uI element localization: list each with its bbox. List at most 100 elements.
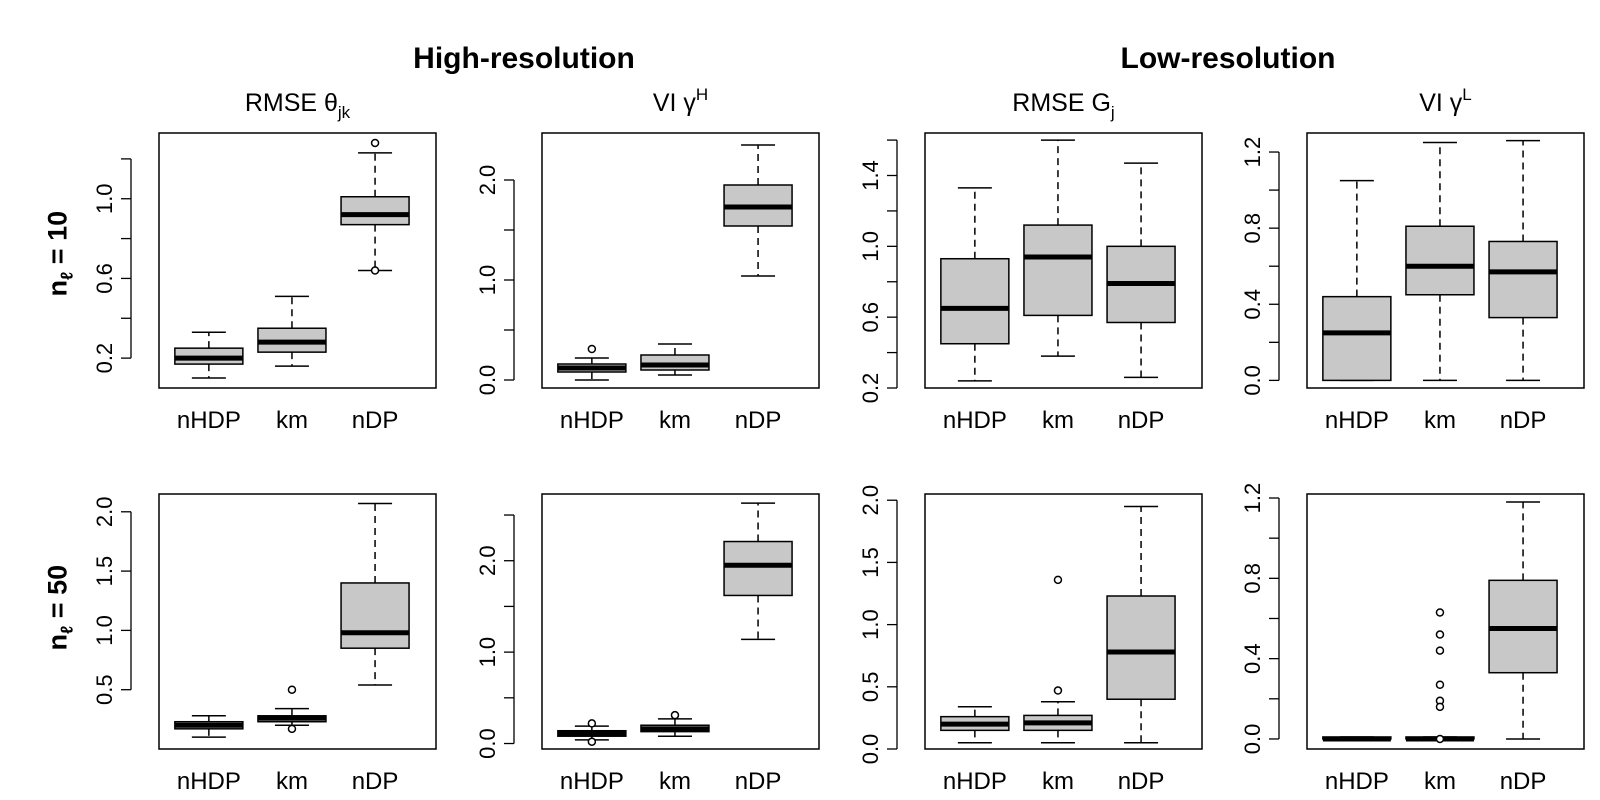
- box-nHDP: [940, 705, 1010, 744]
- outlier-point: [1435, 680, 1445, 689]
- panel-title: VI γH: [653, 85, 708, 117]
- outlier-point: [1435, 646, 1445, 655]
- outlier-point: [587, 737, 597, 746]
- box-iqr: [340, 582, 410, 649]
- plot-frame: [541, 493, 820, 750]
- box-nDP: [1488, 139, 1558, 382]
- y-tick-label: 0.2: [92, 343, 117, 374]
- section-title-high-resolution: High-resolution: [413, 42, 635, 75]
- y-tick-label: 2.0: [475, 545, 500, 576]
- boxplot-panel-0-1: VI γH 0.0 1.0 2.0 nHDP km nDP: [475, 85, 820, 434]
- box-nHDP: [174, 331, 244, 379]
- x-category-label: nHDP: [1325, 768, 1389, 795]
- x-category-label: nHDP: [177, 768, 241, 795]
- y-tick-label: 1.0: [858, 609, 883, 640]
- y-tick-label: 1.2: [1240, 137, 1265, 168]
- plot-frame: [158, 493, 437, 750]
- x-category-label: km: [1424, 768, 1456, 795]
- box-nHDP: [174, 715, 244, 738]
- outlier-point: [287, 685, 297, 694]
- y-tick-label: 0.5: [858, 672, 883, 703]
- panel-title-main: RMSE G: [1012, 89, 1111, 117]
- plot-frame: [1306, 493, 1585, 750]
- box-nHDP: [557, 719, 627, 746]
- panel-title-sub: j: [1110, 103, 1115, 122]
- outlier-point: [1053, 686, 1063, 695]
- panel-title: VI γL: [1419, 85, 1472, 117]
- box-nDP: [1488, 501, 1558, 740]
- panel-title-sup: H: [696, 85, 708, 104]
- y-tick-label: 2.0: [475, 165, 500, 196]
- y-tick-label: 0.8: [1240, 563, 1265, 594]
- y-tick-label: 0.6: [92, 263, 117, 294]
- y-tick-label: 1.0: [475, 265, 500, 296]
- x-category-label: km: [659, 407, 691, 434]
- outlier-point: [1053, 575, 1063, 585]
- box-km: [1023, 575, 1093, 744]
- y-tick-label: 1.5: [92, 556, 117, 587]
- box-iqr: [1322, 295, 1392, 382]
- box-nDP: [723, 502, 793, 641]
- outlier-point: [1435, 630, 1445, 639]
- y-tick-label: 1.0: [92, 615, 117, 646]
- x-category-label: nDP: [735, 407, 782, 434]
- y-tick-label: 1.4: [858, 160, 883, 191]
- y-tick-label: 0.6: [858, 302, 883, 333]
- y-tick-label: 0.4: [1240, 289, 1265, 320]
- box-iqr: [1405, 225, 1475, 296]
- y-tick-label: 0.0: [1240, 365, 1265, 396]
- box-nDP: [340, 138, 410, 275]
- y-tick-label: 0.0: [475, 365, 500, 396]
- x-category-label: nHDP: [943, 407, 1007, 434]
- outlier-point: [587, 344, 597, 354]
- box-km: [640, 710, 710, 737]
- box-nDP: [723, 144, 793, 277]
- x-category-label: km: [1042, 407, 1074, 434]
- x-category-label: nDP: [1500, 768, 1547, 795]
- panel-title-main: VI γ: [1419, 89, 1463, 117]
- box-nHDP: [1322, 736, 1392, 742]
- panel-title: RMSE Gj: [1012, 89, 1114, 122]
- boxplot-panel-1-1: 0.0 1.0 2.0 nHDP km nDP: [475, 493, 820, 795]
- plot-frame: [158, 132, 437, 389]
- box-nDP: [1106, 505, 1176, 744]
- boxplot-panel-1-2: 0.0 0.5 1.0 1.5 2.0 nHDP km nDP: [858, 485, 1203, 795]
- box-km: [640, 343, 710, 376]
- panel-title: RMSE θjk: [245, 89, 351, 122]
- box-km: [257, 295, 327, 367]
- x-category-label: nHDP: [560, 407, 624, 434]
- plot-frame: [1306, 132, 1585, 389]
- box-iqr: [723, 540, 793, 597]
- boxplot-panel-0-3: VI γL 0.0 0.4 0.8 1.2 nHDP km nDP: [1240, 85, 1585, 434]
- x-category-label: km: [659, 768, 691, 795]
- x-category-label: nHDP: [1325, 407, 1389, 434]
- y-tick-label: 1.0: [858, 231, 883, 262]
- y-tick-label: 0.2: [858, 373, 883, 404]
- outlier-point: [1435, 702, 1445, 712]
- box-iqr: [340, 196, 410, 226]
- box-km: [1405, 608, 1475, 744]
- plot-frame: [924, 493, 1203, 750]
- panel-title-main: VI γ: [653, 89, 697, 117]
- boxplot-panel-1-0: 0.5 1.0 1.5 2.0 nHDP km nDP: [92, 493, 437, 795]
- outlier-point: [287, 724, 297, 734]
- y-tick-label: 0.0: [475, 728, 500, 759]
- outlier-point: [370, 138, 380, 148]
- box-km: [257, 685, 327, 734]
- box-nDP: [340, 502, 410, 686]
- box-km: [1023, 139, 1093, 357]
- box-iqr: [1106, 595, 1176, 700]
- box-km: [1405, 141, 1475, 382]
- x-category-label: nHDP: [943, 768, 1007, 795]
- y-tick-label: 1.0: [92, 183, 117, 214]
- x-category-label: km: [1424, 407, 1456, 434]
- y-tick-label: 0.8: [1240, 213, 1265, 244]
- outlier-point: [1435, 608, 1445, 617]
- panel-title-sub: jk: [337, 103, 351, 122]
- x-category-label: nDP: [1118, 768, 1165, 795]
- y-tick-label: 0.4: [1240, 643, 1265, 674]
- boxplot-panel-0-2: RMSE Gj 0.2 0.6 1.0 1.4 nHDP km nDP: [858, 89, 1203, 434]
- box-nDP: [1106, 162, 1176, 379]
